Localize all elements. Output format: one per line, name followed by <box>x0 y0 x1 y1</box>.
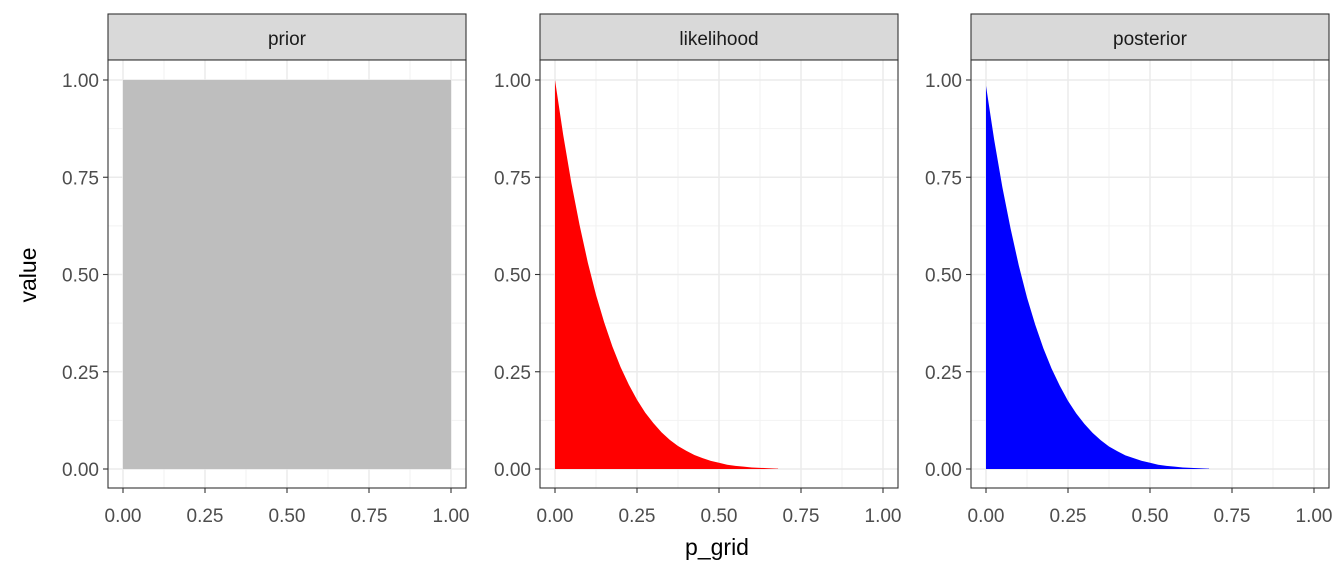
y-tick-label: 0.75 <box>925 168 962 189</box>
facet-strip <box>970 13 1330 61</box>
facet-strip <box>107 13 467 61</box>
facet-panel-0: prior 0.00 0.25 0.50 0.75 1.00 0.00 0.25 0.50 0.7… <box>62 13 470 527</box>
y-tick-label: 0.75 <box>62 168 99 189</box>
y-tick-label: 0.25 <box>925 363 962 384</box>
x-tick-label: 0.50 <box>269 506 306 527</box>
facet-label: posterior <box>1113 29 1188 50</box>
x-tick-label: 0.50 <box>1132 506 1169 527</box>
y-tick-label: 0.25 <box>62 363 99 384</box>
facet-label: prior <box>268 29 307 50</box>
facet-panel-1: likelihood 0.00 0.25 0.50 0.75 1.00 0.00 0.25 0.… <box>494 13 902 527</box>
y-tick-label: 0.00 <box>62 460 99 481</box>
x-tick-label: 0.50 <box>701 506 738 527</box>
facet-panel-2: posterior 0.00 0.25 0.50 0.75 1.00 0.00 0.25 0.5… <box>925 13 1333 527</box>
y-tick-label: 1.00 <box>62 71 99 92</box>
x-tick-label: 0.25 <box>1050 506 1087 527</box>
area-posterior <box>986 85 1210 469</box>
x-tick-label: 1.00 <box>1296 506 1333 527</box>
y-tick-label: 0.00 <box>494 460 531 481</box>
x-tick-label: 1.00 <box>433 506 470 527</box>
x-tick-label: 0.75 <box>351 506 388 527</box>
y-axis-title: value <box>15 248 41 303</box>
x-tick-label: 0.25 <box>187 506 224 527</box>
facet-label: likelihood <box>679 29 758 50</box>
y-tick-label: 1.00 <box>925 71 962 92</box>
y-tick-label: 0.50 <box>494 266 531 287</box>
area-prior <box>123 80 451 469</box>
x-tick-label: 0.75 <box>783 506 820 527</box>
x-tick-label: 0.00 <box>105 506 142 527</box>
area-likelihood <box>555 80 779 469</box>
x-tick-label: 0.00 <box>537 506 574 527</box>
y-tick-label: 0.00 <box>925 460 962 481</box>
x-axis-title: p_grid <box>685 534 749 560</box>
y-tick-label: 0.50 <box>925 266 962 287</box>
y-tick-label: 0.75 <box>494 168 531 189</box>
y-tick-label: 0.50 <box>62 266 99 287</box>
x-tick-label: 1.00 <box>865 506 902 527</box>
x-tick-label: 0.25 <box>619 506 656 527</box>
y-tick-label: 1.00 <box>494 71 531 92</box>
x-tick-label: 0.00 <box>968 506 1005 527</box>
x-tick-label: 0.75 <box>1214 506 1251 527</box>
y-tick-label: 0.25 <box>494 363 531 384</box>
